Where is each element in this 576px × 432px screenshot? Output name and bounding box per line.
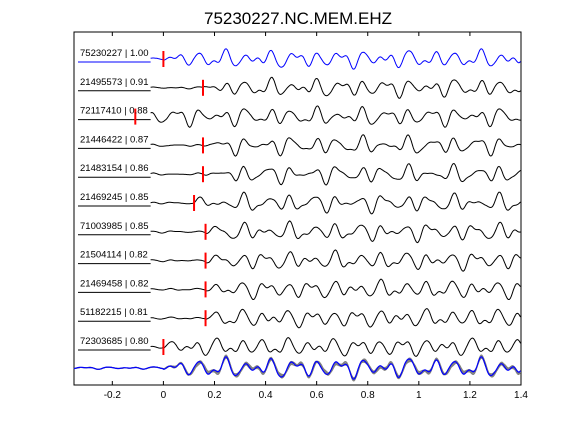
trace-waveform: [150, 308, 521, 329]
trace-waveform: [150, 134, 521, 157]
x-tick-label: 1.4: [514, 390, 528, 401]
trace: 21504114 | 0.82: [78, 249, 521, 272]
trace-waveform: [150, 278, 521, 300]
trace-label: 71003985 | 0.85: [80, 221, 149, 232]
trace: 21469458 | 0.82: [78, 278, 521, 300]
trace-waveform: [150, 337, 521, 357]
trace-waveform: [150, 105, 521, 128]
trace-label: 21483154 | 0.86: [80, 163, 149, 174]
trace-waveform: [150, 191, 521, 215]
stack-reference: [73, 356, 521, 380]
trace: 71003985 | 0.85: [78, 220, 521, 244]
trace-label: 72117410 | 0.88: [80, 106, 148, 117]
trace: 21483154 | 0.86: [78, 162, 521, 186]
x-tick-label: 1.2: [463, 390, 477, 401]
trace: 21469245 | 0.85: [78, 191, 521, 215]
trace-waveform: [150, 162, 521, 186]
x-axis: -0.2 0 0.2 0.4 0.6 0.8 1 1.2 1.4: [104, 32, 528, 401]
x-tick-label: 0: [161, 390, 167, 401]
trace: 75230227 | 1.00: [78, 48, 521, 70]
trace-label: 21469458 | 0.82: [80, 278, 149, 289]
x-tick-label: 1: [416, 390, 422, 401]
x-tick-label: 0.4: [259, 390, 273, 401]
trace-label: 21495573 | 0.91: [80, 77, 149, 88]
trace-label: 21446422 | 0.87: [80, 134, 149, 145]
x-tick-label: -0.2: [104, 390, 122, 401]
trace-waveform: [150, 48, 521, 70]
trace-label: 21504114 | 0.82: [80, 250, 148, 261]
trace: 21495573 | 0.91: [78, 76, 521, 99]
stack-layer: [73, 354, 521, 382]
trace-label: 51182215 | 0.81: [80, 307, 148, 318]
chart-title: 75230227.NC.MEM.EHZ: [204, 9, 392, 28]
trace-label: 72303685 | 0.80: [80, 336, 149, 347]
trace: 72117410 | 0.88: [78, 105, 521, 128]
trace-waveform: [150, 249, 521, 272]
trace: 72303685 | 0.80: [78, 336, 521, 357]
x-tick-label: 0.2: [208, 390, 222, 401]
traces-layer: 75230227 | 1.00 21495573 | 0.91 72117410 |…: [78, 48, 521, 357]
x-tick-label: 0.6: [310, 390, 324, 401]
trace-waveform: [150, 76, 521, 99]
trace: 51182215 | 0.81: [78, 307, 521, 329]
trace-label: 21469245 | 0.85: [80, 192, 149, 203]
trace-label: 75230227 | 1.00: [80, 48, 149, 59]
x-tick-label: 0.8: [361, 390, 375, 401]
trace: 21446422 | 0.87: [78, 134, 521, 157]
trace-waveform: [150, 220, 521, 244]
